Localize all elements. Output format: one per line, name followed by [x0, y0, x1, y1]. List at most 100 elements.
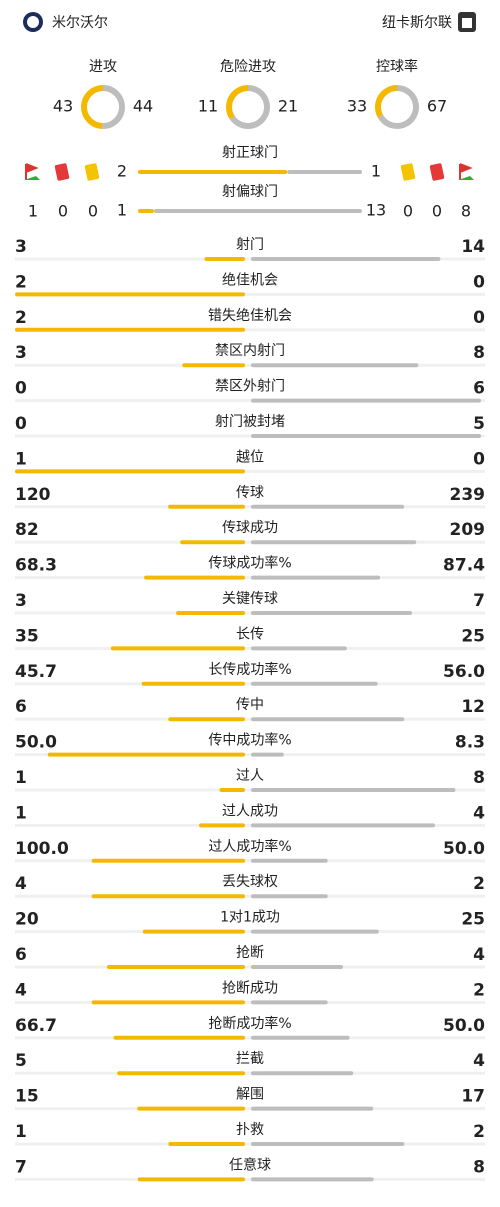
home-value: 1 [15, 768, 27, 788]
home-bar [204, 257, 245, 261]
away-bar [251, 681, 378, 686]
stat-label: 丢失球权 [222, 874, 278, 890]
away-bar [251, 752, 284, 757]
track [15, 965, 485, 969]
away-bar [251, 858, 328, 863]
card-count: 0 [58, 202, 68, 221]
away-bar [251, 1000, 328, 1005]
home-value: 120 [15, 485, 51, 505]
home-bar [168, 504, 245, 509]
home-bar [47, 752, 245, 757]
stat-label: 传球成功 [222, 520, 278, 536]
home-arc [81, 85, 104, 129]
home-value: 2 [15, 272, 27, 292]
away-value: 6 [473, 379, 485, 399]
away-value: 8 [473, 768, 485, 788]
home-value: 15 [15, 1087, 39, 1107]
stat-label: 扑救 [236, 1122, 264, 1138]
away-logo-inner [462, 18, 472, 28]
stat-label: 1对1成功 [220, 910, 280, 926]
track [15, 434, 485, 438]
track [15, 753, 485, 757]
red-card-icon [429, 163, 445, 181]
away-bar [287, 170, 362, 174]
away-value: 0 [473, 308, 485, 328]
away-value: 25 [461, 626, 485, 646]
home-bar [180, 540, 245, 545]
home-bar [107, 965, 245, 969]
home-value: 33 [347, 97, 367, 116]
stat-label: 任意球 [229, 1156, 271, 1173]
home-bar [168, 717, 245, 722]
away-bar [251, 1142, 405, 1146]
corner-icon [25, 163, 39, 180]
home-value: 1 [15, 803, 27, 823]
away-value: 8.3 [455, 733, 485, 753]
home-value: 6 [15, 697, 27, 717]
track [15, 363, 485, 367]
home-value: 2 [15, 308, 27, 328]
away-bar [251, 1177, 374, 1182]
home-value: 6 [15, 945, 27, 965]
stat-label: 传中成功率% [208, 732, 291, 749]
track [15, 717, 485, 721]
card-count: 8 [461, 202, 471, 221]
home-bar [91, 858, 246, 863]
home-arc [375, 85, 398, 118]
home-logo-inner [27, 16, 39, 28]
home-bar [91, 1000, 246, 1005]
away-value: 4 [473, 803, 485, 823]
stat-label: 抢断成功率% [208, 1015, 291, 1032]
track [15, 1036, 485, 1040]
home-bar [219, 788, 245, 792]
home-value: 11 [198, 97, 218, 116]
away-bar [251, 575, 381, 580]
away-value: 8 [473, 343, 485, 363]
away-value: 67 [427, 97, 447, 116]
home-bar [15, 327, 245, 332]
stat-label: 射门 [236, 237, 264, 253]
home-value: 20 [15, 910, 39, 930]
home-bar [113, 1035, 245, 1040]
track [15, 682, 485, 686]
away-value: 239 [450, 485, 486, 505]
away-value: 13 [366, 201, 386, 220]
corner-grass [24, 176, 40, 180]
home-value: 0 [15, 379, 27, 399]
home-value: 1 [117, 201, 127, 220]
home-bar [182, 363, 245, 368]
away-value: 2 [473, 1122, 485, 1142]
home-value: 43 [53, 97, 73, 116]
away-value: 12 [461, 697, 485, 717]
away-bar [251, 504, 405, 509]
away-value: 0 [473, 272, 485, 292]
away-value: 209 [450, 520, 486, 540]
away-bar [251, 1035, 350, 1040]
track [15, 1107, 485, 1111]
away-value: 4 [473, 1051, 485, 1071]
home-value: 4 [15, 874, 27, 894]
card-count: 0 [88, 202, 98, 221]
away-bar [251, 1106, 374, 1111]
stat-label: 错失绝佳机会 [208, 308, 292, 324]
yellow-card-icon [400, 163, 416, 181]
track [15, 1000, 485, 1004]
away-value: 1 [371, 162, 381, 181]
away-value: 4 [473, 945, 485, 965]
home-bar [91, 894, 246, 899]
corner-icon [459, 163, 473, 180]
yellow-card-icon [84, 163, 100, 181]
home-value: 50.0 [15, 733, 57, 753]
away-bar [251, 823, 435, 828]
away-bar [251, 611, 412, 615]
track [15, 646, 485, 650]
home-bar [141, 681, 245, 686]
track [15, 894, 485, 898]
home-bar [138, 209, 154, 213]
away-bar [154, 209, 362, 213]
home-value: 0 [15, 414, 27, 434]
shot-label: 射正球门 [222, 145, 278, 161]
stat-label: 关键传球 [222, 591, 278, 607]
home-bar [168, 1142, 245, 1146]
